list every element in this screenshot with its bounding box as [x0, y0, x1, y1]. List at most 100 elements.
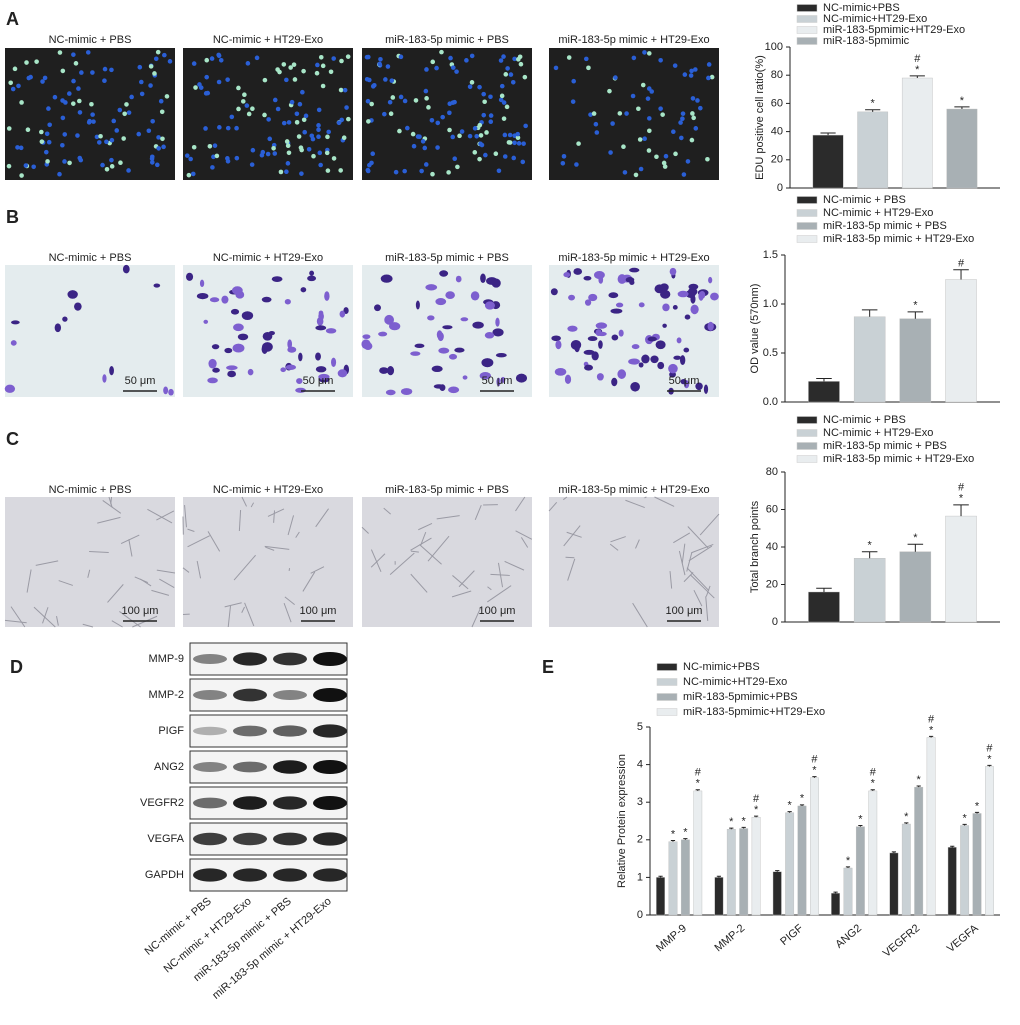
bar — [853, 316, 886, 403]
nucleus — [153, 56, 159, 62]
tube — [370, 549, 382, 573]
nucleus — [286, 120, 292, 125]
legend-label: miR-183-5pmimic+PBS — [683, 691, 798, 703]
nucleus — [369, 101, 374, 107]
nucleus — [292, 77, 298, 82]
cell — [233, 323, 244, 332]
nucleus — [318, 162, 323, 168]
band — [233, 796, 267, 810]
cell — [638, 362, 644, 368]
cell — [668, 363, 678, 374]
significance-mark: * — [913, 532, 918, 544]
tube — [669, 571, 673, 589]
cell — [209, 297, 220, 303]
nucleus — [249, 162, 255, 167]
tube — [4, 619, 27, 624]
nucleus — [387, 99, 393, 105]
nucleus — [236, 106, 241, 112]
cell — [495, 353, 507, 358]
tube — [693, 589, 703, 607]
y-tick-label: 1.5 — [763, 249, 778, 261]
x-tick-label: VEGFR2 — [881, 922, 922, 959]
tube — [451, 590, 472, 598]
legend-swatch — [796, 416, 818, 424]
tube — [283, 602, 292, 623]
tube — [632, 602, 648, 628]
cell — [230, 308, 240, 315]
nucleus — [149, 154, 155, 160]
cell — [199, 279, 205, 288]
scale-bar-label: 100 μm — [122, 605, 159, 617]
tube — [287, 515, 295, 536]
image-title: miR-183-5p mimic + PBS — [385, 484, 509, 496]
significance-mark: # — [958, 258, 965, 270]
cell — [657, 361, 665, 370]
cell — [280, 367, 287, 373]
cell — [309, 270, 315, 276]
error-bar — [845, 866, 851, 868]
significance-mark: * — [987, 753, 992, 765]
tube — [244, 602, 255, 627]
nucleus — [148, 83, 153, 88]
error-bar — [907, 311, 924, 319]
y-tick-label: 40 — [766, 541, 778, 553]
nucleus — [316, 107, 322, 113]
nucleus — [118, 160, 123, 166]
nucleus — [45, 159, 50, 164]
nucleus — [474, 133, 479, 139]
cell — [703, 384, 709, 394]
significance-mark: * — [871, 778, 876, 790]
nucleus — [505, 66, 510, 71]
nucleus — [424, 67, 429, 72]
tube — [565, 556, 575, 559]
nucleus — [240, 99, 246, 104]
legend-label: NC-mimic + PBS — [823, 414, 906, 426]
bar — [808, 591, 840, 623]
nucleus — [502, 132, 508, 138]
nucleus — [156, 146, 161, 151]
bar — [808, 381, 840, 403]
error-bar — [974, 811, 980, 814]
nucleus — [100, 162, 105, 168]
nucleus — [60, 68, 66, 74]
micrograph — [362, 497, 532, 627]
tube — [410, 550, 419, 553]
nucleus — [267, 136, 273, 142]
tube — [681, 543, 686, 564]
tube — [241, 606, 245, 614]
band — [193, 832, 227, 846]
nucleus — [46, 139, 52, 145]
tube — [418, 523, 433, 531]
cell — [650, 355, 659, 364]
nucleus — [593, 121, 599, 127]
nucleus — [271, 145, 276, 151]
y-tick-label: 80 — [766, 466, 778, 478]
nucleus — [515, 135, 521, 141]
nucleus — [191, 144, 197, 150]
cell — [684, 314, 691, 320]
nucleus — [499, 83, 505, 89]
nucleus — [369, 160, 374, 166]
nucleus — [109, 67, 114, 73]
nucleus — [331, 156, 337, 161]
nucleus — [67, 160, 72, 166]
legend-swatch — [656, 708, 678, 716]
significance-mark: * — [904, 811, 909, 823]
nucleus — [16, 83, 21, 89]
nucleus — [229, 114, 235, 120]
nucleus — [207, 143, 213, 149]
bar — [843, 867, 853, 916]
cell — [122, 264, 130, 274]
nucleus — [383, 77, 388, 82]
nucleus — [688, 73, 694, 78]
cell — [677, 290, 689, 298]
nucleus — [415, 134, 421, 139]
cell — [247, 368, 254, 376]
nucleus — [301, 68, 306, 74]
cell — [185, 272, 194, 281]
y-tick-label: 60 — [771, 97, 783, 109]
tube — [419, 544, 442, 565]
nucleus — [493, 151, 499, 157]
scale-bar-label: 50 μm — [303, 375, 334, 387]
cell — [515, 373, 528, 383]
